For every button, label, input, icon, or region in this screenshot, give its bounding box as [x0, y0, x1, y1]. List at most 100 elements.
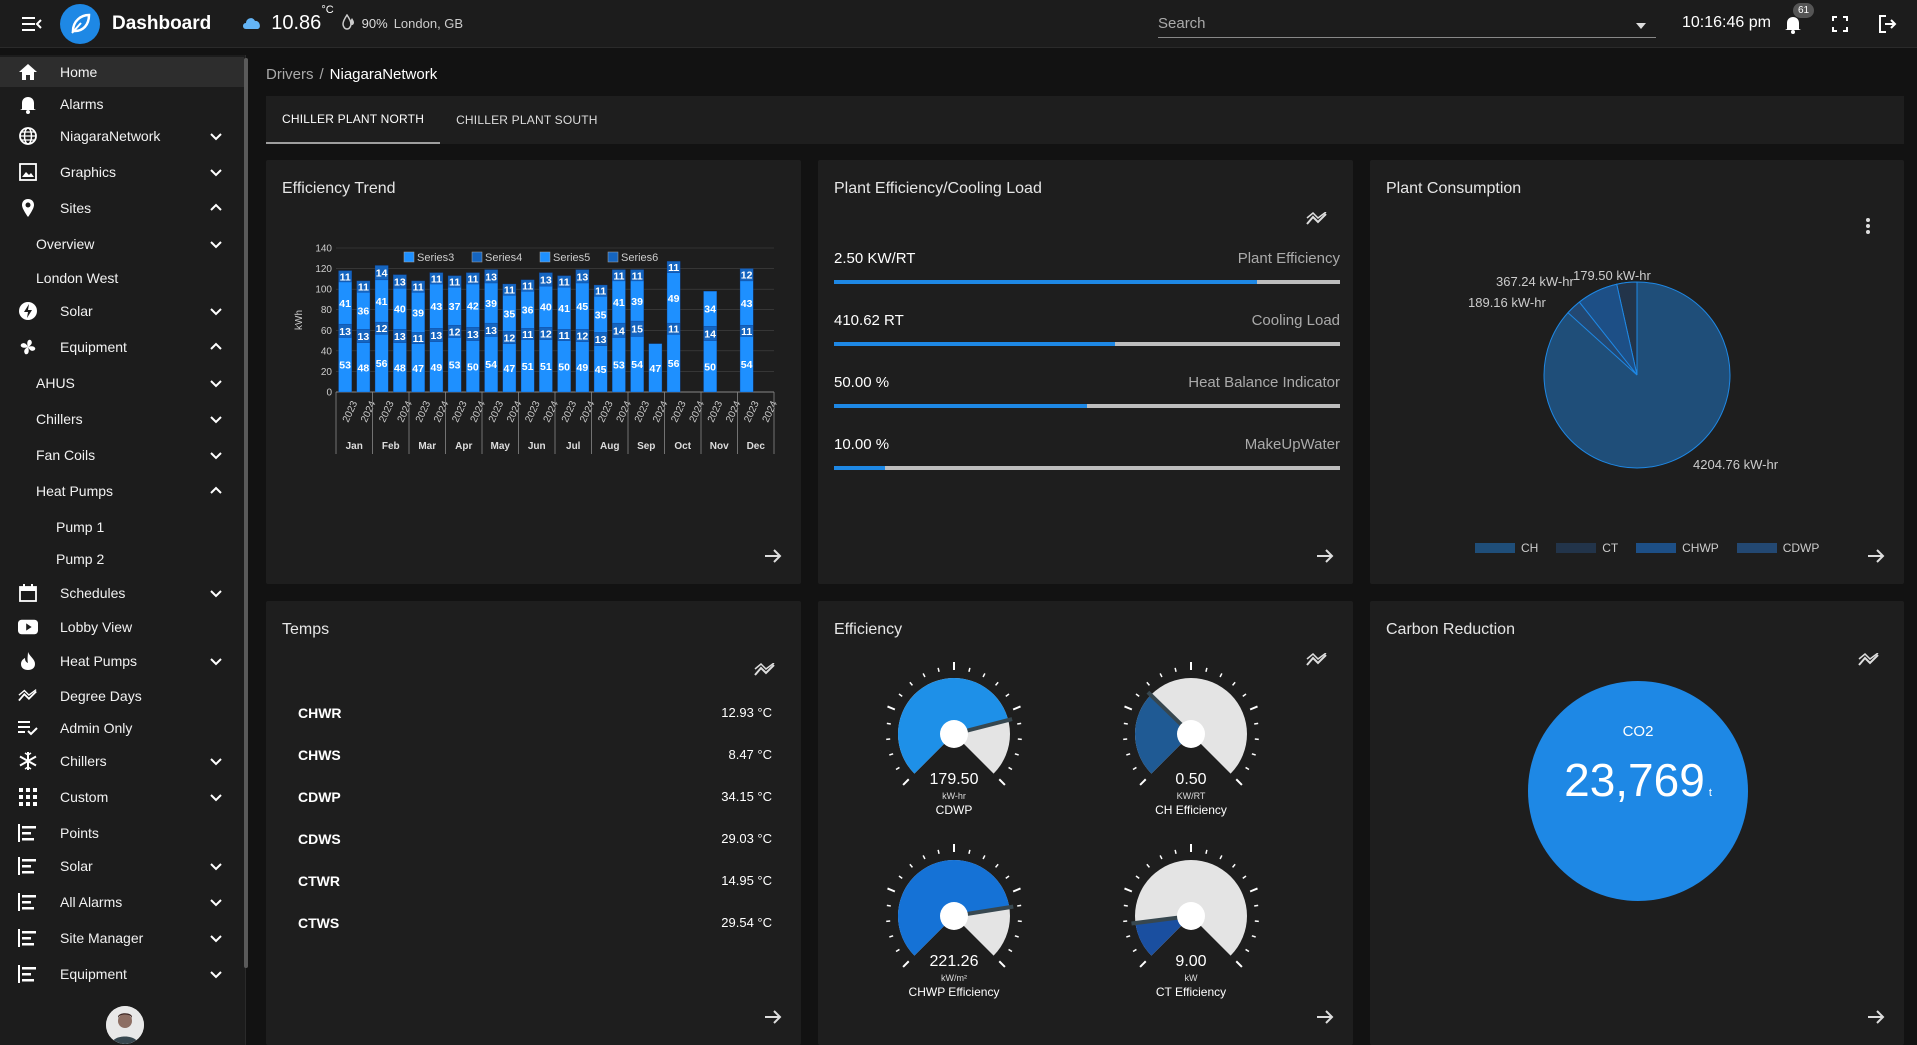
search-bar[interactable] [1158, 10, 1656, 38]
grid-icon [18, 787, 38, 807]
app-logo[interactable] [60, 3, 100, 44]
arrow-right-icon[interactable] [1315, 546, 1335, 566]
sidebar-item-sites[interactable]: Sites [0, 193, 244, 223]
co2-value-wrap: 23,769 t [1528, 753, 1748, 807]
gauge-tick [922, 855, 926, 860]
bar-segment [447, 275, 462, 288]
arrow-right-icon[interactable] [763, 546, 783, 566]
bar-data-label: 12 [376, 323, 388, 335]
bar-data-label: 41 [558, 303, 570, 315]
sidebar-item-home[interactable]: Home [0, 57, 244, 87]
bar-data-label: 14 [376, 268, 388, 280]
sidebar-item-pump-2[interactable]: Pump 2 [56, 551, 105, 567]
sidebar-item-solar-main[interactable]: Solar [0, 851, 244, 881]
legend-item-chwp[interactable]: CHWP [1636, 541, 1719, 555]
sidebar-item-london-west[interactable]: London West [36, 270, 119, 286]
row-name: MakeUpWater [1244, 436, 1340, 453]
sidebar-item-chillers-main[interactable]: Chillers [0, 746, 244, 776]
sidebar-item-lobby-view[interactable]: Lobby View [0, 612, 244, 642]
efficiency-card: Efficiency 179.50 kW-hr CDWP 0.50 KW/RT … [818, 601, 1353, 1045]
sidebar-item-heat-pumps[interactable]: Heat Pumps [0, 476, 244, 506]
gauge-tick [909, 681, 914, 686]
sidebar-item-solar[interactable]: Solar [0, 296, 244, 326]
notifications-icon[interactable]: 61 [1781, 3, 1815, 36]
bar-data-label: 11 [613, 270, 624, 282]
sidebar-item-degree-days[interactable]: Degree Days [0, 681, 244, 711]
arrow-right-icon[interactable] [763, 1007, 783, 1027]
breadcrumb-drivers[interactable]: Drivers [266, 66, 314, 83]
gauge-tick [1005, 875, 1010, 879]
legend-swatch [539, 251, 551, 263]
tab-chiller-plant-south[interactable]: CHILLER PLANT SOUTH [456, 113, 598, 127]
sidebar-item-all-alarms[interactable]: All Alarms [0, 887, 244, 917]
x-tick-label: 2023 [633, 399, 653, 424]
sidebar-item-ahus[interactable]: AHUS [0, 368, 244, 398]
trend-icon[interactable] [1858, 652, 1882, 671]
fullscreen-icon[interactable] [1828, 12, 1852, 36]
gauge-tick [968, 667, 971, 672]
humidity-value: 90% [361, 16, 388, 31]
sidebar-item-overview[interactable]: Overview [0, 229, 244, 259]
x-tick-label: 2024 [542, 399, 562, 424]
trend-icon[interactable] [754, 662, 778, 681]
gauge-tick [968, 849, 971, 854]
gauge-tick [1124, 887, 1133, 893]
gauge-tick [1012, 887, 1021, 893]
tab-chiller-plant-north[interactable]: CHILLER PLANT NORTH [266, 96, 441, 144]
legend-swatch [607, 251, 619, 263]
sidebar-item-niagaranetwork[interactable]: NiagaraNetwork [0, 121, 244, 151]
pie-slice-cdwp[interactable] [1567, 301, 1638, 376]
tab-bar: CHILLER PLANT NORTH CHILLER PLANT SOUTH [266, 96, 1904, 144]
bar-data-label: 49 [668, 293, 680, 305]
bar-segment [356, 280, 371, 293]
sidebar-item-points[interactable]: Points [0, 818, 244, 848]
legend-item-ch[interactable]: CH [1475, 541, 1538, 555]
sidebar-item-alarms[interactable]: Alarms [0, 89, 244, 119]
arrow-right-icon[interactable] [1315, 1007, 1335, 1027]
search-input[interactable] [1158, 15, 1598, 32]
bar-data-label: 34 [704, 304, 716, 316]
legend-item-cdwp[interactable]: CDWP [1736, 541, 1819, 555]
progress-track [834, 404, 1340, 408]
sidebar-item-custom[interactable]: Custom [0, 782, 244, 812]
gauge-tick [1245, 766, 1250, 771]
breadcrumb: Drivers / NiagaraNetwork [266, 66, 437, 83]
gauge-tick [937, 667, 940, 672]
sidebar-item-equipment-main[interactable]: Equipment [0, 959, 244, 989]
sidebar-item-schedules[interactable]: Schedules [0, 578, 244, 608]
bar-data-label: 39 [485, 298, 497, 310]
sidebar-item-fan-coils[interactable]: Fan Coils [0, 440, 244, 470]
bar-data-label: 35 [504, 308, 516, 320]
bar-data-label: 36 [522, 305, 534, 317]
co2-circle: CO2 23,769 t [1528, 681, 1748, 901]
arrow-right-icon[interactable] [1866, 1007, 1886, 1027]
sidebar-item-site-manager[interactable]: Site Manager [0, 923, 244, 953]
sidebar-item-heat-pumps-main[interactable]: Heat Pumps [0, 646, 244, 676]
y-axis-label: kWh [294, 310, 305, 330]
trend-icon[interactable] [1306, 652, 1330, 671]
gauge-tick [1014, 935, 1019, 938]
sidebar-item-graphics[interactable]: Graphics [0, 157, 244, 187]
arrow-right-icon[interactable] [1866, 546, 1886, 566]
bar-data-label: 54 [631, 359, 643, 371]
trend-icon[interactable] [1306, 211, 1330, 230]
sidebar-scrollbar[interactable] [244, 58, 248, 968]
bar-data-label: 39 [412, 307, 424, 319]
gauge-tick [1124, 705, 1133, 711]
sidebar-item-equipment[interactable]: Equipment [0, 332, 244, 362]
x-tick-label: 2024 [359, 399, 379, 424]
sidebar-item-chillers[interactable]: Chillers [0, 404, 244, 434]
legend-item-ct[interactable]: CT [1556, 541, 1618, 555]
search-dropdown-icon[interactable] [1636, 16, 1646, 32]
avatar[interactable] [106, 1006, 144, 1044]
logout-icon[interactable] [1876, 12, 1900, 36]
more-vert-icon[interactable] [1858, 216, 1878, 236]
plant-efficiency-row: 2.50 KW/RT Plant Efficiency [834, 250, 1340, 290]
gauge-tick [1231, 681, 1236, 686]
sidebar-item-pump-1[interactable]: Pump 1 [56, 519, 105, 535]
menu-collapse-icon[interactable] [20, 12, 44, 36]
bar-data-label: 13 [431, 330, 443, 342]
bar-data-label: 12 [577, 330, 589, 342]
sidebar-item-admin-only[interactable]: Admin Only [0, 713, 244, 743]
x-tick-label: 2023 [706, 399, 726, 424]
